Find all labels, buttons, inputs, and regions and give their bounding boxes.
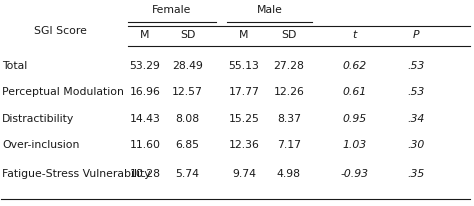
Text: M: M: [140, 30, 150, 40]
Text: 14.43: 14.43: [130, 113, 161, 123]
Text: 6.85: 6.85: [175, 140, 200, 150]
Text: 16.96: 16.96: [130, 87, 161, 97]
Text: Total: Total: [2, 60, 27, 70]
Text: 10.28: 10.28: [129, 168, 161, 178]
Text: Male: Male: [256, 5, 283, 15]
Text: Fatigue-Stress Vulnerability: Fatigue-Stress Vulnerability: [2, 168, 151, 178]
Text: -0.93: -0.93: [341, 168, 369, 178]
Text: Perceptual Modulation: Perceptual Modulation: [2, 87, 124, 97]
Text: 12.26: 12.26: [273, 87, 304, 97]
Text: 28.49: 28.49: [172, 60, 203, 70]
Text: 8.08: 8.08: [175, 113, 200, 123]
Text: 15.25: 15.25: [228, 113, 259, 123]
Text: 55.13: 55.13: [228, 60, 259, 70]
Text: 4.98: 4.98: [277, 168, 301, 178]
Text: 0.95: 0.95: [343, 113, 367, 123]
Text: 0.61: 0.61: [343, 87, 367, 97]
Text: 1.03: 1.03: [343, 140, 367, 150]
Text: 9.74: 9.74: [232, 168, 256, 178]
Text: M: M: [239, 30, 249, 40]
Text: SD: SD: [180, 30, 195, 40]
Text: .53: .53: [408, 60, 425, 70]
Text: 12.57: 12.57: [172, 87, 203, 97]
Text: 5.74: 5.74: [175, 168, 200, 178]
Text: P: P: [413, 30, 419, 40]
Text: t: t: [353, 30, 357, 40]
Text: Over-inclusion: Over-inclusion: [2, 140, 80, 150]
Text: 17.77: 17.77: [228, 87, 259, 97]
Text: .34: .34: [408, 113, 425, 123]
Text: 27.28: 27.28: [273, 60, 304, 70]
Text: Female: Female: [152, 5, 191, 15]
Text: .35: .35: [408, 168, 425, 178]
Text: SGI Score: SGI Score: [34, 26, 87, 36]
Text: 53.29: 53.29: [130, 60, 161, 70]
Text: SD: SD: [281, 30, 297, 40]
Text: .53: .53: [408, 87, 425, 97]
Text: 0.62: 0.62: [343, 60, 367, 70]
Text: 7.17: 7.17: [277, 140, 301, 150]
Text: Distractibility: Distractibility: [2, 113, 74, 123]
Text: 11.60: 11.60: [129, 140, 161, 150]
Text: 8.37: 8.37: [277, 113, 301, 123]
Text: .30: .30: [408, 140, 425, 150]
Text: 12.36: 12.36: [228, 140, 259, 150]
